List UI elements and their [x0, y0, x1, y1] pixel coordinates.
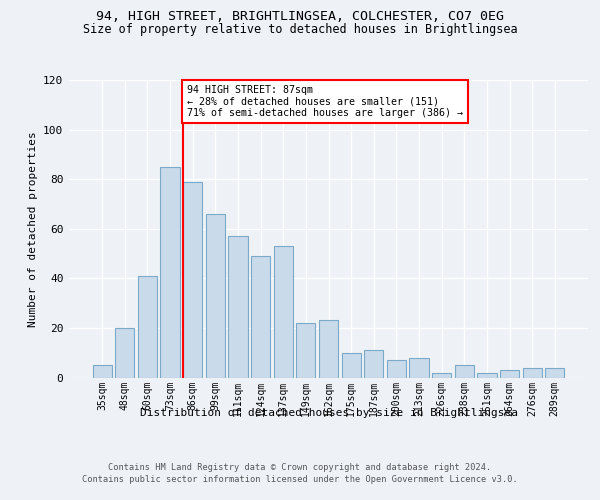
Bar [274, 246, 293, 378]
Bar [183, 182, 202, 378]
Bar [296, 323, 316, 378]
Text: 94 HIGH STREET: 87sqm
← 28% of detached houses are smaller (151)
71% of semi-det: 94 HIGH STREET: 87sqm ← 28% of detached … [187, 85, 463, 118]
Bar [160, 167, 180, 378]
Bar [500, 370, 519, 378]
Bar [455, 365, 474, 378]
Text: 94, HIGH STREET, BRIGHTLINGSEA, COLCHESTER, CO7 0EG: 94, HIGH STREET, BRIGHTLINGSEA, COLCHEST… [96, 10, 504, 23]
Bar [523, 368, 542, 378]
Bar [432, 372, 451, 378]
Bar [477, 372, 497, 378]
Bar [319, 320, 338, 378]
Bar [251, 256, 270, 378]
Y-axis label: Number of detached properties: Number of detached properties [28, 131, 38, 326]
Text: Distribution of detached houses by size in Brightlingsea: Distribution of detached houses by size … [140, 408, 518, 418]
Bar [92, 365, 112, 378]
Bar [115, 328, 134, 378]
Text: Contains HM Land Registry data © Crown copyright and database right 2024.: Contains HM Land Registry data © Crown c… [109, 462, 491, 471]
Bar [138, 276, 157, 378]
Bar [545, 368, 565, 378]
Text: Size of property relative to detached houses in Brightlingsea: Size of property relative to detached ho… [83, 22, 517, 36]
Bar [206, 214, 225, 378]
Bar [364, 350, 383, 378]
Bar [409, 358, 428, 378]
Bar [229, 236, 248, 378]
Bar [341, 352, 361, 378]
Text: Contains public sector information licensed under the Open Government Licence v3: Contains public sector information licen… [82, 475, 518, 484]
Bar [387, 360, 406, 378]
